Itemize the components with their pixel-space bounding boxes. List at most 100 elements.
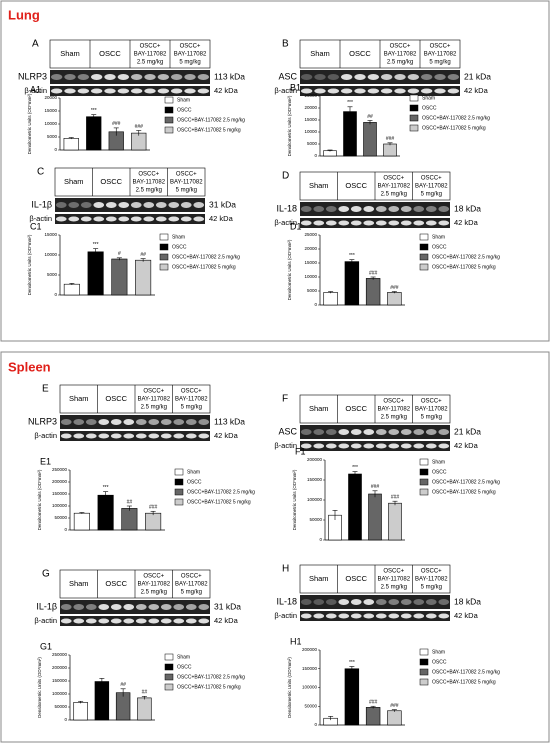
band — [407, 74, 420, 80]
chart-label: B1 — [290, 82, 301, 92]
bar — [365, 707, 381, 726]
lane-label: OSCC+ — [143, 574, 164, 580]
actin-band — [110, 618, 122, 624]
actin-band — [300, 88, 313, 94]
actin-band — [350, 613, 362, 619]
blot-strip — [300, 595, 450, 609]
lane-label: Sham — [309, 181, 329, 190]
legend-swatch — [159, 243, 169, 251]
actin-band — [73, 618, 85, 624]
actin-band — [314, 88, 326, 94]
protein-label: NLRP3 — [18, 71, 47, 81]
chart-label: E1 — [40, 456, 51, 466]
y-axis-title: Densitometric Units (OD*mm²) — [287, 239, 292, 300]
kda-label: 42 kDa — [209, 214, 234, 223]
significance: # — [118, 251, 121, 257]
band — [118, 202, 130, 208]
section-title: Spleen — [8, 359, 51, 374]
legend-label: OSCC+BAY-117082 5 mg/kg — [187, 499, 251, 505]
actin-band — [438, 443, 450, 449]
legend-label: Sham — [187, 469, 200, 475]
band — [105, 202, 117, 208]
lane-label: OSCC+ — [140, 44, 161, 50]
legend-swatch — [419, 678, 429, 686]
kda-label: 18 kDa — [454, 596, 481, 606]
band — [85, 419, 97, 425]
bar — [365, 278, 381, 306]
lane-label: BAY-117082 — [174, 52, 207, 58]
legend-swatch — [164, 126, 174, 134]
lane-label: BAY-117082 — [137, 582, 170, 588]
actin-band — [413, 220, 425, 226]
lane-label: 5 mg/kg — [179, 60, 200, 66]
band — [135, 419, 147, 425]
actin-strip — [60, 431, 210, 441]
section-title: Lung — [8, 7, 40, 22]
y-tick-label: 5000 — [47, 272, 58, 277]
y-tick-label: 15000 — [304, 117, 317, 122]
legend-label: OSCC — [432, 469, 447, 475]
y-axis-title: Densitometric Units (OD*mm²) — [27, 93, 32, 154]
bar — [387, 710, 402, 726]
actin-band — [425, 443, 437, 449]
actin-strip — [60, 616, 210, 626]
band — [363, 206, 375, 212]
actin-band — [394, 88, 406, 94]
panel-letter: G — [42, 569, 50, 580]
lane-label: OSCC+ — [383, 176, 404, 182]
legend-label: OSCC+BAY-117082 5 mg/kg — [422, 125, 486, 131]
legend-label: OSCC+BAY-117082 2.5 mg/kg — [432, 669, 500, 675]
y-tick-label: 0 — [54, 292, 57, 297]
actin-band — [64, 88, 76, 94]
protein-label: IL-1β — [31, 199, 52, 209]
actin-band — [168, 216, 180, 222]
band — [425, 429, 437, 435]
legend-swatch — [419, 648, 429, 656]
bar — [387, 292, 402, 306]
actin-band — [354, 88, 366, 94]
actin-band — [313, 220, 325, 226]
lane-label: Sham — [309, 574, 329, 583]
actin-band — [327, 88, 340, 94]
band — [98, 419, 110, 425]
y-tick-label: 25000 — [304, 232, 317, 237]
actin-band — [325, 220, 337, 226]
actin-label: β-actin — [34, 431, 57, 440]
significance: *** — [93, 242, 99, 248]
y-axis-title: Densitometric Units (OD*mm²) — [292, 469, 297, 530]
band — [130, 202, 142, 208]
y-tick-label: 0 — [64, 717, 67, 722]
actin-band — [400, 220, 412, 226]
actin-band — [77, 88, 90, 94]
actin-band — [135, 618, 147, 624]
blot-strip — [50, 70, 210, 84]
y-tick-label: 150000 — [302, 666, 318, 671]
actin-band — [85, 618, 97, 624]
lane-label: BAY-117082 — [137, 397, 170, 403]
legend-swatch — [419, 468, 429, 476]
actin-band — [105, 216, 117, 222]
bar — [323, 292, 338, 306]
band — [434, 74, 446, 80]
actin-band — [363, 613, 375, 619]
y-axis-title: Densitometric Units (OD*mm²) — [287, 95, 292, 156]
y-tick-label: 15000 — [44, 232, 57, 237]
lane-label: 2.5 mg/kg — [141, 405, 167, 411]
lane-label: 5 mg/kg — [421, 585, 442, 591]
protein-label: IL-18 — [276, 203, 297, 213]
actin-band — [117, 88, 130, 94]
y-tick-label: 10000 — [304, 274, 317, 279]
legend-swatch — [419, 658, 429, 666]
legend-label: OSCC+BAY-117082 2.5 mg/kg — [432, 254, 500, 260]
y-tick-label: 100000 — [307, 497, 323, 502]
legend-swatch — [409, 94, 419, 102]
legend-swatch — [174, 488, 184, 496]
bar — [363, 122, 377, 157]
band — [438, 599, 450, 605]
kda-label: 21 kDa — [464, 71, 491, 81]
kda-label: 18 kDa — [454, 203, 481, 213]
actin-band — [170, 88, 183, 94]
legend-swatch — [164, 683, 174, 691]
legend-swatch — [164, 116, 174, 124]
